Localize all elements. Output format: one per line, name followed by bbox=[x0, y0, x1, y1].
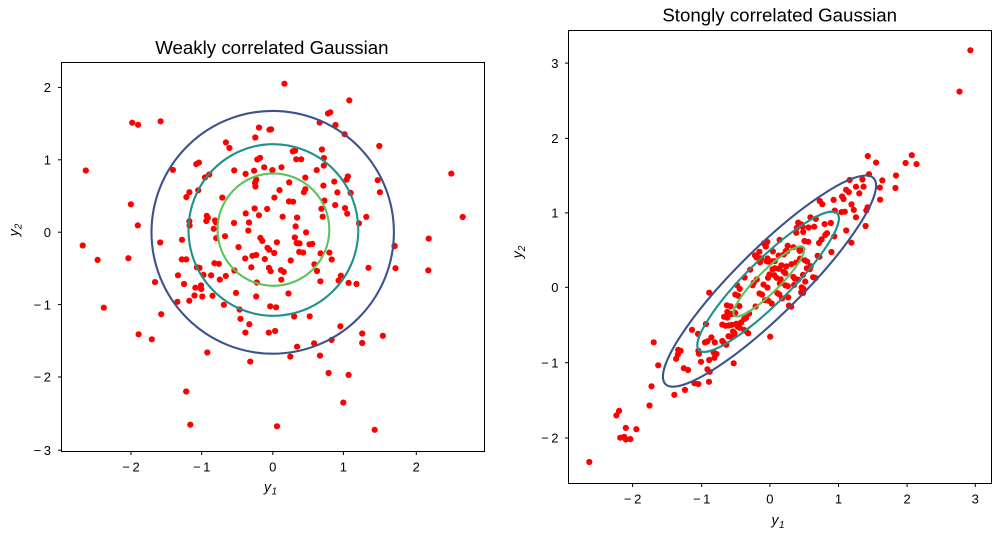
svg-text:− 2: − 2 bbox=[541, 431, 558, 446]
svg-text:3: 3 bbox=[972, 492, 979, 507]
svg-text:0: 0 bbox=[551, 280, 558, 295]
svg-text:− 1: − 1 bbox=[193, 460, 210, 475]
svg-text:2: 2 bbox=[413, 460, 420, 475]
svg-text:Stongly correlated Gaussian: Stongly correlated Gaussian bbox=[662, 5, 897, 26]
svg-text:− 2: − 2 bbox=[34, 370, 51, 385]
svg-text:− 2: − 2 bbox=[122, 460, 139, 475]
svg-text:0: 0 bbox=[269, 460, 276, 475]
svg-text:1: 1 bbox=[835, 492, 842, 507]
svg-text:− 1: − 1 bbox=[34, 297, 51, 312]
svg-text:− 2: − 2 bbox=[624, 492, 641, 507]
svg-text:− 1: − 1 bbox=[541, 355, 558, 370]
svg-text:1: 1 bbox=[44, 153, 51, 168]
svg-text:0: 0 bbox=[766, 492, 773, 507]
svg-text:2: 2 bbox=[551, 131, 558, 146]
svg-text:2: 2 bbox=[903, 492, 910, 507]
svg-text:− 1: − 1 bbox=[693, 492, 710, 507]
svg-text:3: 3 bbox=[551, 56, 558, 71]
svg-text:− 3: − 3 bbox=[34, 443, 51, 458]
svg-text:0: 0 bbox=[44, 225, 51, 240]
svg-text:2: 2 bbox=[44, 80, 51, 95]
svg-text:1: 1 bbox=[551, 206, 558, 221]
svg-text:Weakly correlated Gaussian: Weakly correlated Gaussian bbox=[155, 37, 388, 58]
svg-text:1: 1 bbox=[340, 460, 347, 475]
